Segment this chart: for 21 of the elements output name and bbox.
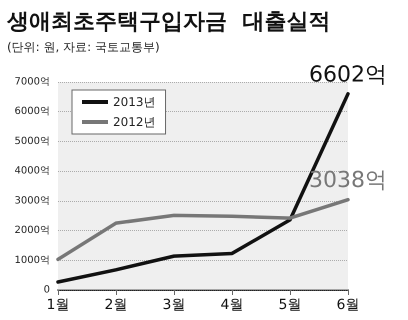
y-tick-label: 3000억: [14, 195, 50, 206]
chart-title: 생애최초주택구입자금 대출실적: [6, 10, 330, 34]
y-tick-label: 7000억: [14, 76, 50, 88]
legend-label: 2013년: [113, 95, 156, 109]
y-tick-label: 2000억: [14, 225, 50, 236]
line-series: [56, 198, 350, 262]
y-tick-label: 6000억: [14, 106, 50, 118]
x-tick-label: 2월: [104, 297, 128, 313]
legend-label: 2012년: [113, 115, 156, 129]
x-tick-label: 3월: [162, 297, 186, 313]
x-tick-label: 6월: [336, 297, 360, 313]
x-tick-label: 1월: [46, 297, 70, 313]
x-tick-label: 4월: [220, 297, 244, 313]
y-tick-label: 5000억: [14, 136, 50, 147]
chart-subtitle: (단위: 원, 자료: 국토교통부): [7, 40, 160, 54]
y-tick-label: 1000억: [14, 254, 50, 266]
data-label: 6602억: [309, 62, 387, 88]
x-tick-label: 5월: [278, 297, 302, 313]
y-tick-label: 4000억: [14, 166, 50, 177]
y-tick-label: 0: [44, 284, 50, 296]
data-label: 3038억: [309, 168, 387, 194]
